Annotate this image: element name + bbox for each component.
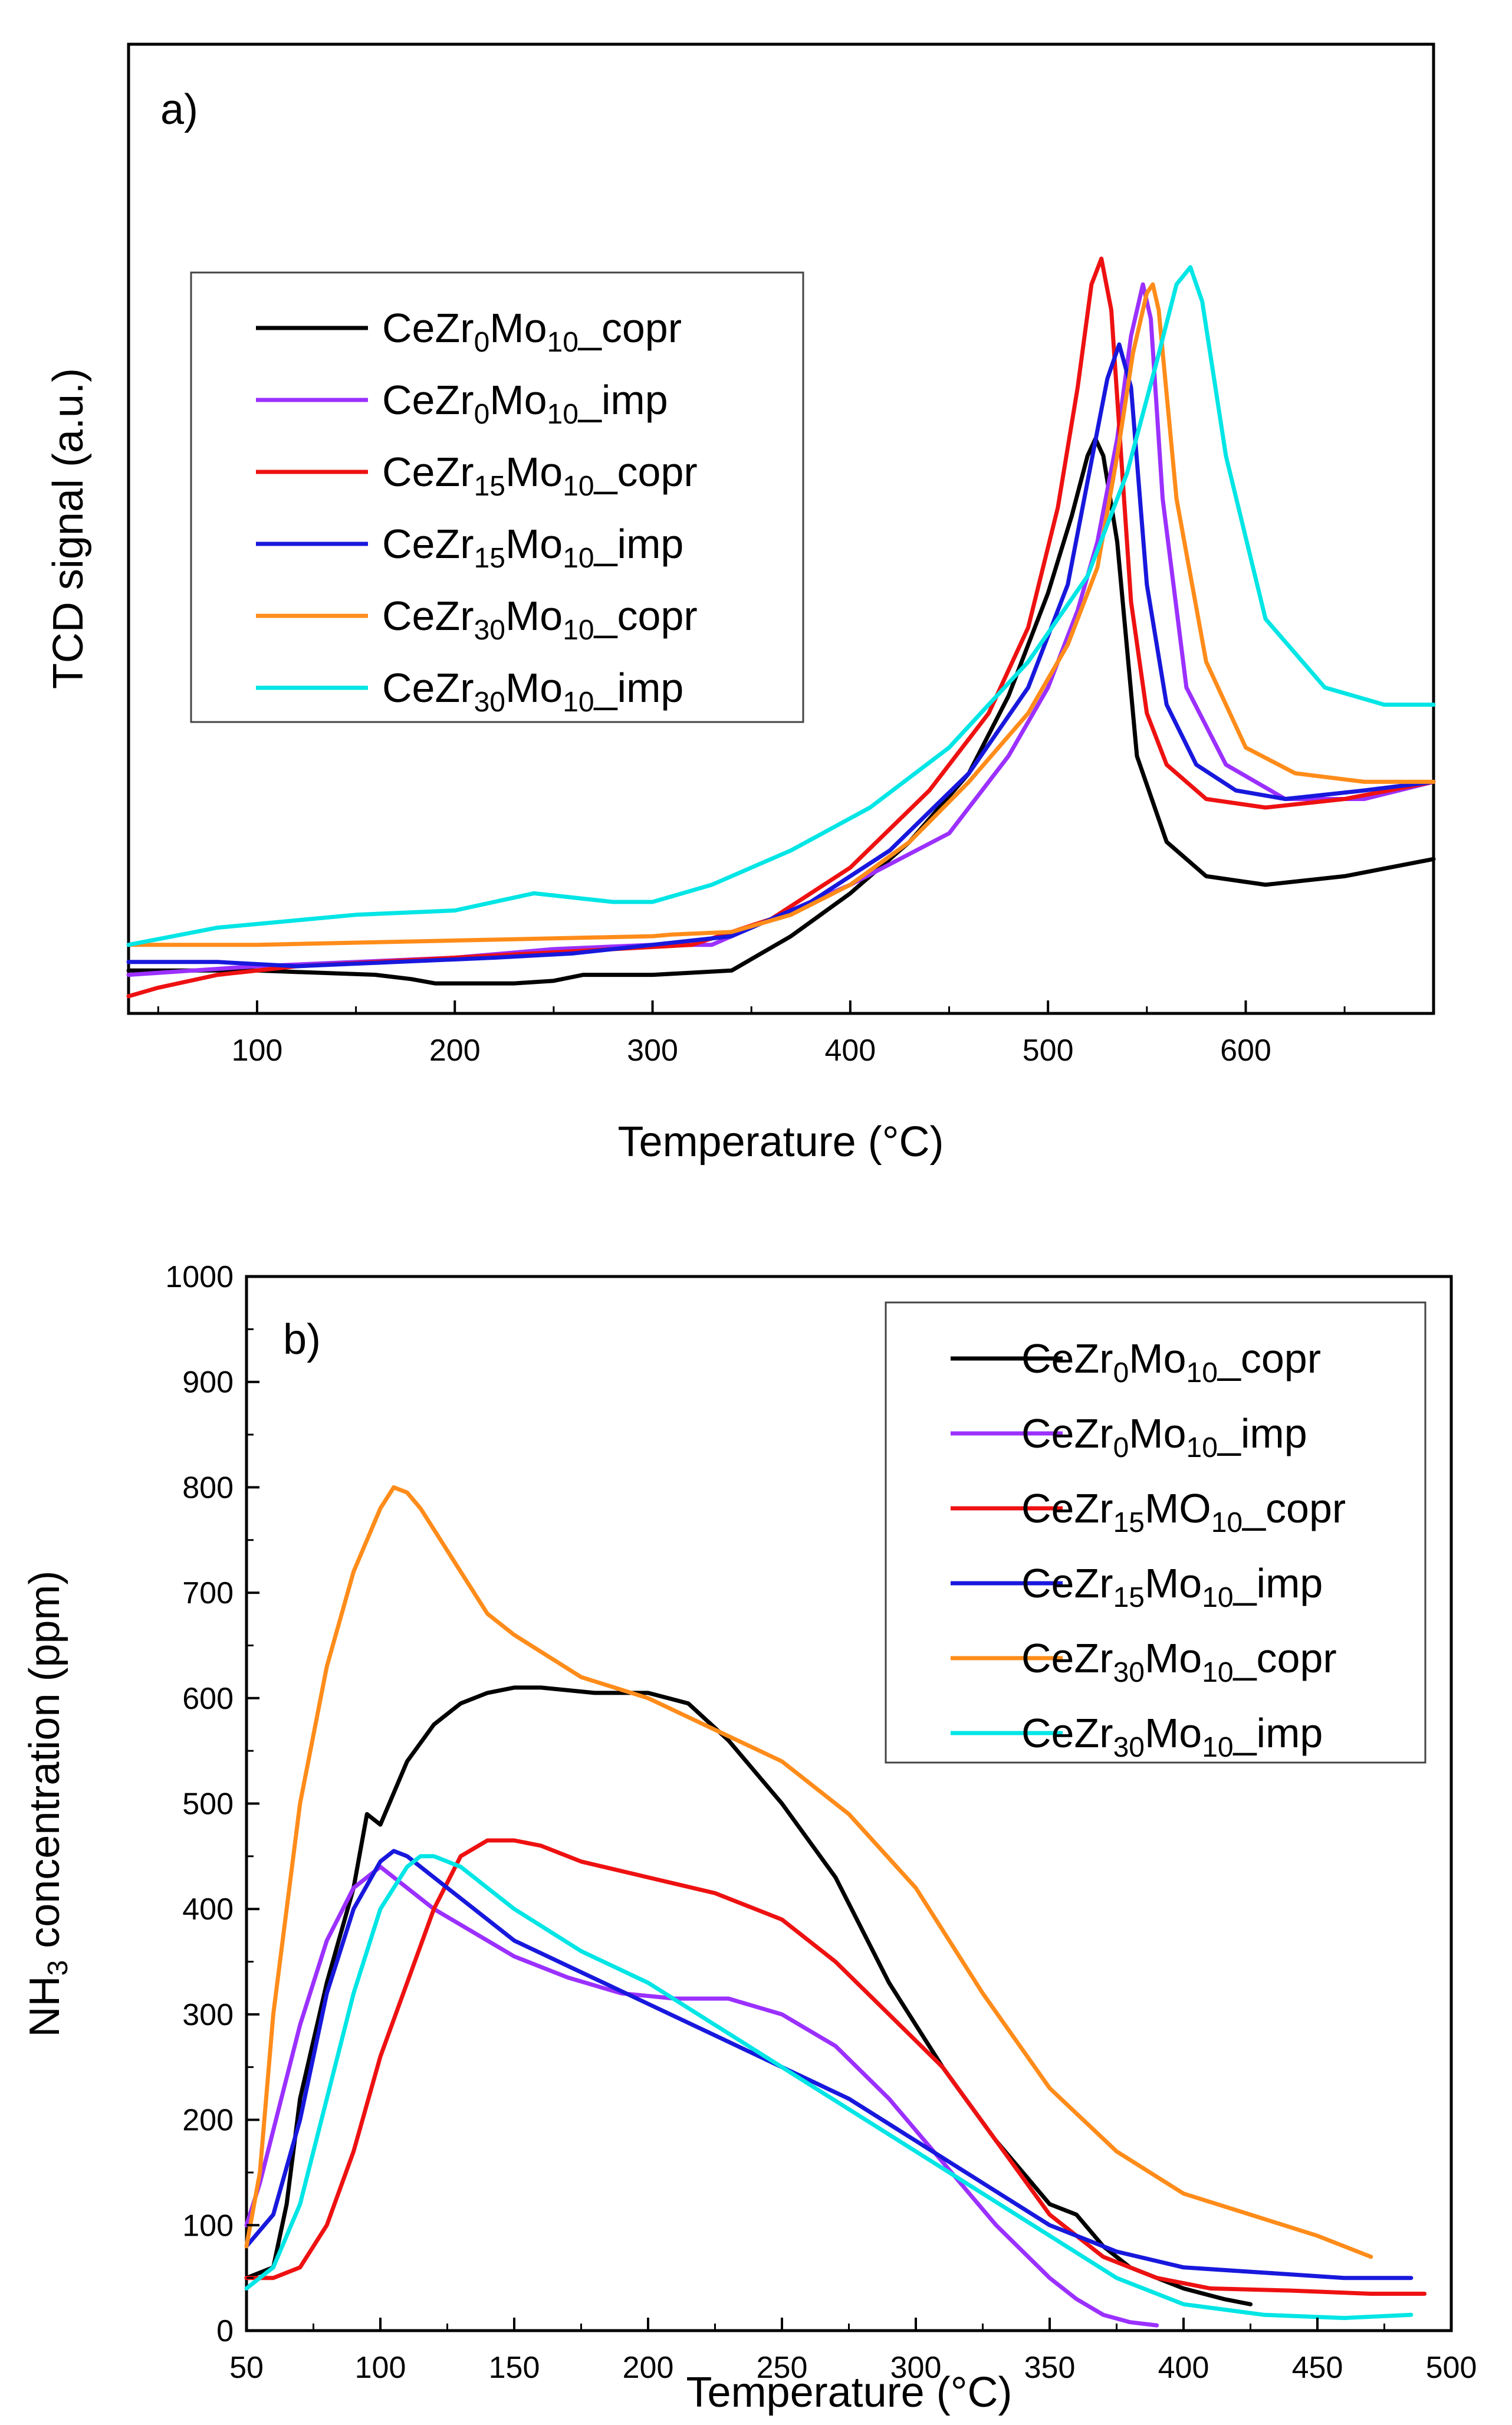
legend-label: CeZr15Mo10_imp <box>382 521 683 574</box>
panel-a-tpr-chart: 100 200 300 400 500 600 a) Temperature (°C) T… <box>45 42 1436 1166</box>
legend-label: CeZr0Mo10_copr <box>382 305 682 358</box>
panel-b-y-tick-label-600: 600 <box>182 1682 234 1716</box>
panel-b-x-tick-label-400: 400 <box>1158 2351 1209 2385</box>
panel-b-nh3-chart: 50 100 150 200 250 300 350 400 450 500 0 100 200 300… <box>21 1260 1477 2416</box>
panel-b-x-tick-label-500: 500 <box>1426 2351 1477 2385</box>
legend-label: CeZr0Mo10_imp <box>382 377 668 430</box>
panel-b-x-tick-label-150: 150 <box>489 2351 540 2385</box>
panel-a-x-tick-label-200: 200 <box>429 1033 481 1068</box>
panel-a-series-cezr30mo10-copr <box>126 282 1436 947</box>
panel-a-x-tick-label-300: 300 <box>627 1033 678 1068</box>
panel-b-legend-item-cezr15mo10-imp: CeZr15Mo10_imp <box>951 1560 1323 1613</box>
ylabel-subscript: 3 <box>42 1960 74 1976</box>
panel-a-legend-item-cezr0mo10-copr: CeZr0Mo10_copr <box>256 305 682 358</box>
legend-label: CeZr30Mo10_copr <box>1021 1635 1337 1688</box>
panel-b-x-tick-label-200: 200 <box>623 2351 674 2385</box>
panel-b-y-tick-label-400: 400 <box>182 1892 234 1927</box>
panel-b-series-cezr0mo10-imp <box>244 1865 1159 2328</box>
panel-a-series-group <box>126 257 1436 999</box>
panel-b-y-tick-label-100: 100 <box>182 2209 234 2243</box>
panel-b-x-tick-label-350: 350 <box>1024 2351 1076 2385</box>
panel-b-series-group <box>244 1485 1427 2328</box>
panel-a-x-tick-label-100: 100 <box>232 1033 283 1068</box>
panel-b-series-cezr0mo10-copr <box>244 1685 1253 2306</box>
panel-b-y-tick-label-300: 300 <box>182 1998 234 2032</box>
legend-label: CeZr15MO10_copr <box>1021 1485 1346 1538</box>
panel-b-y-tick-label-500: 500 <box>182 1787 234 1822</box>
panel-b-y-tick-label-700: 700 <box>182 1576 234 1610</box>
panel-b-y-axis-title: NH3 concentration (ppm) <box>21 1570 74 2037</box>
panel-b-series-cezr15mo10-imp <box>244 1849 1414 2280</box>
panel-a-x-tick-label-600: 600 <box>1220 1033 1271 1068</box>
panel-b-legend-item-cezr0mo10-copr: CeZr0Mo10_copr <box>951 1335 1321 1389</box>
panel-b-x-axis: 50 100 150 200 250 300 350 400 450 500 <box>229 2318 1477 2385</box>
panel-b-legend: CeZr0Mo10_copr CeZr0Mo10_imp CeZr15MO10_co… <box>885 1301 1426 1764</box>
panel-a-legend-box <box>190 271 804 723</box>
panel-b-x-tick-label-250: 250 <box>757 2351 808 2385</box>
legend-label: CeZr0Mo10_imp <box>1021 1410 1307 1463</box>
panel-a-legend-item-cezr30mo10-copr: CeZr30Mo10_copr <box>256 593 698 646</box>
panel-b-x-tick-label-450: 450 <box>1292 2351 1343 2385</box>
panel-b-series-cezr30mo10-imp <box>244 1854 1414 2321</box>
panel-b-legend-item-cezr30mo10-imp: CeZr30Mo10_imp <box>951 1710 1323 1763</box>
panel-a-legend-item-cezr15mo10-imp: CeZr15Mo10_imp <box>256 521 683 574</box>
panel-b-y-axis: 0 100 200 300 400 500 600 700 800 900 1000 <box>165 1260 259 2348</box>
panel-a-series-cezr0mo10-imp <box>126 282 1436 977</box>
panel-b-y-tick-label-800: 800 <box>182 1471 234 1505</box>
panel-a-legend-item-cezr15mo10-copr: CeZr15Mo10_copr <box>256 449 698 502</box>
panel-b-legend-item-cezr30mo10-copr: CeZr30Mo10_copr <box>951 1635 1337 1688</box>
legend-label: CeZr15Mo10_copr <box>382 449 698 502</box>
legend-label: CeZr30Mo10_imp <box>382 665 683 718</box>
legend-label: CeZr15Mo10_imp <box>1021 1560 1323 1613</box>
panel-b-x-axis-title: Temperature (°C) <box>686 2369 1013 2416</box>
legend-label: CeZr30Mo10_imp <box>1021 1710 1323 1763</box>
panel-b-series-cezr15mo10-copr <box>244 1838 1427 2296</box>
panel-a-x-axis: 100 200 300 400 500 600 <box>157 1000 1346 1068</box>
panel-b-series-cezr30mo10-copr <box>244 1485 1373 2259</box>
panel-b-legend-item-cezr15mo10-copr: CeZr15MO10_copr <box>951 1485 1346 1538</box>
legend-label: CeZr0Mo10_copr <box>1021 1335 1321 1389</box>
panel-a-x-tick-label-500: 500 <box>1023 1033 1074 1068</box>
panel-a-x-tick-label-400: 400 <box>824 1033 876 1068</box>
panel-b-y-tick-label-0: 0 <box>216 2314 234 2348</box>
panel-b-y-tick-label-900: 900 <box>182 1366 234 1400</box>
panel-b-legend-item-cezr0mo10-imp: CeZr0Mo10_imp <box>951 1410 1307 1463</box>
panel-b-x-tick-label-100: 100 <box>355 2351 406 2385</box>
panel-b-legend-box <box>885 1301 1426 1764</box>
panel-a-label: a) <box>160 86 198 133</box>
ylabel-main: NH <box>21 1976 68 2037</box>
ylabel-rest: concentration (ppm) <box>21 1570 68 1960</box>
panel-a-legend-item-cezr30mo10-imp: CeZr30Mo10_imp <box>256 665 683 718</box>
panel-a-x-axis-title: Temperature (°C) <box>618 1118 944 1166</box>
panel-b-x-tick-label-300: 300 <box>890 2351 942 2385</box>
panel-a-y-axis-title: TCD signal (a.u.) <box>45 368 92 689</box>
panel-b-y-tick-label-1000: 1000 <box>165 1260 234 1294</box>
panel-b-y-tick-label-200: 200 <box>182 2104 234 2138</box>
panel-a-legend: CeZr0Mo10_copr CeZr0Mo10_imp CeZr15Mo10_co… <box>190 271 804 723</box>
panel-b-label: b) <box>283 1316 321 1363</box>
panel-a-legend-item-cezr0mo10-imp: CeZr0Mo10_imp <box>256 377 668 430</box>
panel-b-x-tick-label-50: 50 <box>229 2351 264 2385</box>
panel-a-series-cezr30mo10-imp <box>126 265 1436 947</box>
legend-label: CeZr30Mo10_copr <box>382 593 698 646</box>
